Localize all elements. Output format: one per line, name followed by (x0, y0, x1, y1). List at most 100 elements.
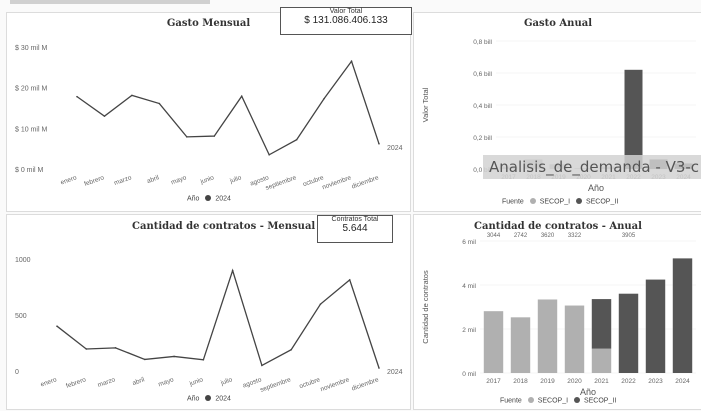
x-tick-label: julio (219, 376, 234, 387)
bar-SECOP_I-2020 (564, 305, 585, 373)
data-point (85, 348, 88, 350)
x-tick-label: febrero (83, 174, 105, 188)
legend-label: Año (187, 395, 200, 403)
bar-chart-contratos-anual: 6 mil 4 mil 2 mil 0 mil 2017 3044 2018 2742 2019… (421, 233, 696, 395)
y-tick-label: $ 20 mil M (15, 86, 47, 93)
x-tick-label: 2019 (540, 378, 555, 385)
x-tick-label: enero (60, 174, 78, 186)
data-point (144, 358, 146, 361)
x-tick-label: marzo (97, 376, 117, 389)
bar-SECOP_I-2017 (483, 311, 504, 373)
x-tick-label: mayo (170, 174, 188, 186)
data-point (261, 364, 263, 367)
x-tick-label: 2017 (486, 378, 501, 385)
data-point (56, 325, 58, 327)
series-line-2024 (56, 268, 380, 369)
data-label: 3905 (622, 233, 636, 239)
data-point (319, 303, 322, 305)
data-point (231, 269, 234, 272)
legend-label: Fuente (500, 397, 522, 405)
data-point (76, 95, 78, 98)
x-tick-label: marzo (113, 174, 133, 187)
data-point (131, 94, 133, 97)
x-tick-label: 2022 (621, 378, 636, 385)
legend-dot-icon (576, 198, 583, 204)
x-tick-label: noviembre (319, 376, 350, 393)
legend-item-secop2: SECOP_II (585, 198, 619, 206)
data-label: 2742 (514, 233, 528, 239)
kpi-label: Valor Total (329, 8, 363, 15)
y-axis-title: Cantidad de contratos (421, 270, 430, 344)
x-tick-label: diciembre (351, 174, 380, 190)
report-watermark: Analisis_de_demanda - V3-c (483, 155, 701, 179)
x-tick-label: mayo (157, 376, 175, 388)
x-tick-label: 2021 (594, 378, 609, 385)
legend-dot-icon (205, 195, 212, 201)
data-point (350, 60, 353, 63)
data-point (114, 347, 117, 349)
legend-label: Año (187, 195, 200, 203)
y-axis-title: Valor Total (421, 87, 430, 122)
legend: Año 2024 (187, 395, 231, 402)
x-tick-label: julio (228, 174, 243, 185)
y-tick-label: $ 0 mil M (15, 167, 44, 174)
bar-SECOP_II-2021 (591, 299, 612, 349)
y-tick-label: 2 mil (462, 327, 476, 334)
series-end-label: 2024 (387, 369, 403, 376)
x-tick-label: 2018 (513, 378, 528, 385)
data-label: 3322 (568, 233, 582, 239)
x-axis-title: Año (588, 183, 604, 191)
legend-item: 2024 (215, 195, 231, 203)
x-tick-label: septiembre (265, 174, 298, 192)
line-chart-contratos-mensual: 1000 500 0 enero febrero marzo abril mayo junio j… (15, 257, 403, 394)
data-point (213, 135, 216, 137)
legend-item: 2024 (215, 395, 231, 403)
bar-SECOP_I-2019 (537, 299, 558, 373)
chart-title: Cantidad de contratos - Mensual (132, 221, 316, 232)
panel-contratos-mensual: Cantidad de contratos - Mensual Contrato… (6, 214, 411, 410)
x-tick-label: enero (40, 376, 58, 388)
line-chart-gasto-mensual: $ 30 mil M $ 20 mil M $ 10 mil M $ 0 mil M e… (15, 45, 403, 192)
data-point (158, 102, 161, 105)
data-label: 3620 (541, 233, 555, 239)
chart-title: Gasto Mensual (166, 18, 251, 29)
x-tick-label: 2023 (648, 378, 663, 385)
data-point (268, 153, 270, 156)
data-point (240, 95, 243, 98)
bar-SECOP_II-2023 (645, 279, 666, 373)
legend: Fuente SECOP_I SECOP_II (500, 397, 616, 404)
y-tick-label: 4 mil (462, 283, 476, 290)
y-tick-label: 0,6 bill (473, 71, 492, 78)
legend-item-secop1: SECOP_I (537, 397, 569, 405)
data-point (173, 355, 175, 358)
x-tick-label: junio (199, 174, 216, 186)
legend-dot-icon (574, 397, 581, 403)
x-tick-label: diciembre (351, 376, 380, 392)
kpi-value: 5.644 (342, 223, 368, 234)
legend-label: Fuente (502, 198, 524, 206)
legend: Año 2024 (187, 195, 231, 202)
series-end-label: 2024 (387, 145, 403, 152)
x-tick-label: 2020 (567, 378, 582, 385)
panel-contratos-anual: Cantidad de contratos - Anual 6 mil 4 mil… (413, 214, 701, 410)
header-strip (10, 0, 210, 4)
x-tick-label: noviembre (321, 174, 352, 191)
kpi-valor-total: Valor Total $ 131.086.406.133 (280, 7, 412, 35)
data-point (348, 279, 351, 281)
data-point (323, 97, 325, 100)
x-tick-label: octubre (298, 376, 321, 390)
bar-SECOP_I-2021 (591, 348, 612, 373)
data-point (202, 359, 205, 361)
kpi-label: Contratos Total (331, 216, 379, 223)
x-tick-label: 2024 (675, 378, 690, 385)
chart-title: Gasto Anual (524, 18, 592, 29)
y-tick-label: 1000 (15, 257, 31, 264)
x-tick-label: abril (146, 174, 160, 185)
x-tick-label: septiembre (259, 376, 292, 394)
data-point (290, 348, 292, 351)
bar-SECOP_II-2022 (624, 69, 643, 169)
chart-title: Cantidad de contratos - Anual (474, 221, 642, 232)
kpi-value: $ 131.086.406.133 (304, 15, 388, 26)
y-tick-label: 0,4 bill (473, 103, 492, 110)
data-point (103, 115, 106, 117)
